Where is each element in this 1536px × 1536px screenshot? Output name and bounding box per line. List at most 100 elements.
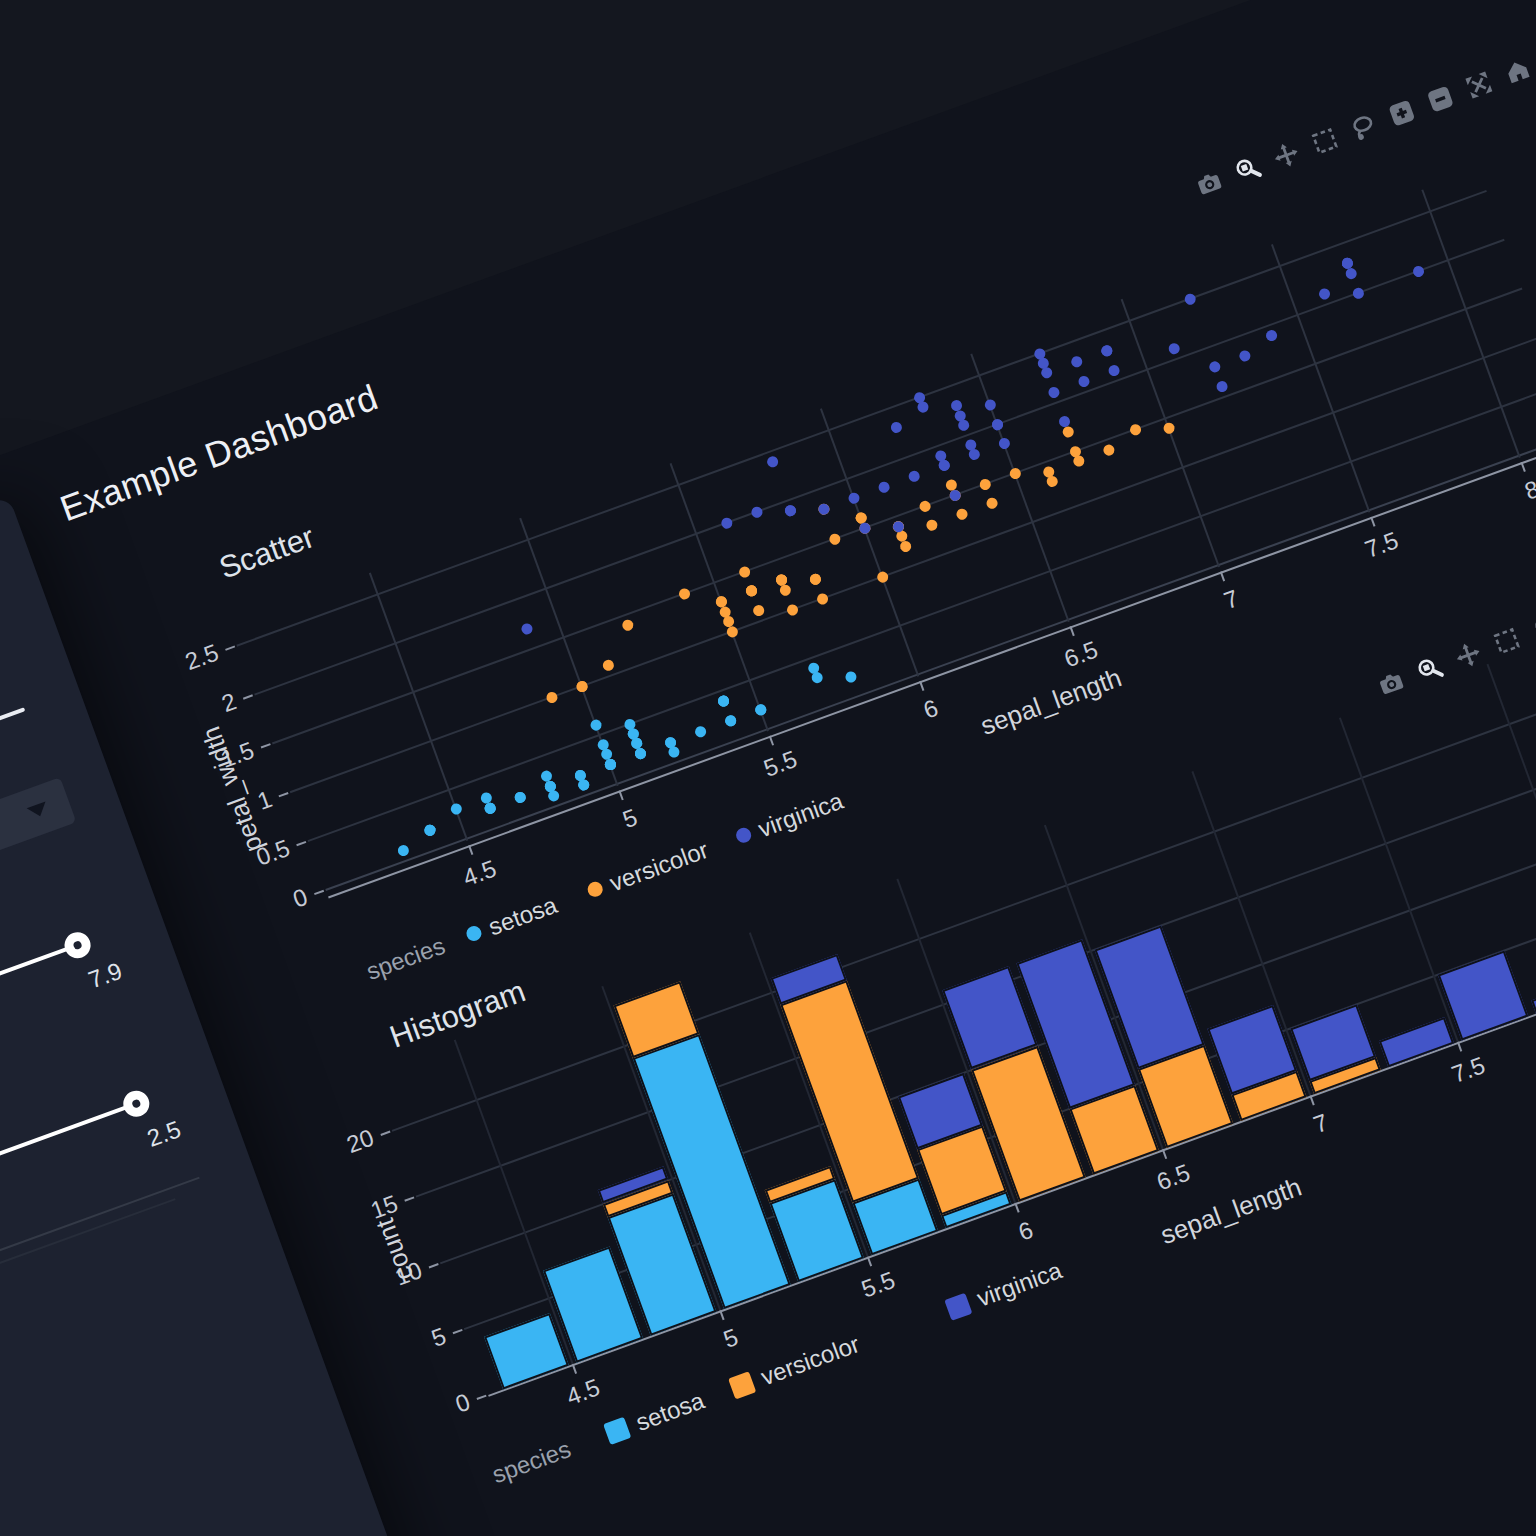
scatter-point-virginica: [1077, 375, 1091, 389]
scatter-point-setosa: [577, 778, 591, 792]
scatter-point-versicolor: [677, 586, 691, 600]
x-tick: [1457, 1042, 1462, 1052]
legend-marker-virginica[interactable]: [734, 826, 753, 845]
autoscale-icon[interactable]: [1462, 68, 1495, 101]
legend-title: species: [363, 932, 449, 986]
scatter-point-versicolor: [955, 508, 969, 522]
sidebar-divider: [0, 1198, 176, 1292]
scatter-point-versicolor: [1128, 422, 1142, 436]
y-tick: [225, 645, 235, 650]
legend-label-virginica[interactable]: virginica: [973, 1256, 1065, 1312]
x-tick-label: 6.5: [1131, 1151, 1216, 1205]
scatter-point-virginica: [1411, 264, 1425, 278]
sidebar-divider: [0, 1177, 200, 1270]
scatter-point-versicolor: [545, 690, 559, 704]
legend-marker-setosa[interactable]: [603, 1417, 631, 1445]
scatter-point-versicolor: [808, 572, 822, 586]
scatter-point-versicolor: [985, 497, 999, 511]
scatter-point-versicolor: [785, 602, 799, 616]
legend-label-versicolor[interactable]: versicolor: [606, 836, 712, 897]
x-tick: [468, 845, 473, 855]
x-tick-label: 5.5: [836, 1258, 921, 1312]
x-tick: [1310, 1095, 1315, 1105]
scatter-modebar: [1193, 54, 1535, 200]
scatter-point-versicolor: [575, 679, 589, 693]
legend-marker-versicolor[interactable]: [728, 1371, 756, 1399]
scatter-point-versicolor: [1102, 443, 1116, 457]
zoom-icon[interactable]: [1231, 153, 1264, 186]
scatter-point-virginica: [1107, 364, 1121, 378]
zoom-in-icon[interactable]: [1385, 96, 1418, 129]
page-title: Example Dashboard: [55, 376, 384, 530]
scatter-point-virginica: [1264, 328, 1278, 342]
dashboard-scene: 7.9 2.5 Example Dashboard Scatter 00.511…: [0, 0, 1536, 1536]
scatter-point-virginica: [983, 398, 997, 412]
legend-marker-versicolor[interactable]: [586, 880, 605, 899]
x-tick-label: 5: [688, 1312, 773, 1366]
scatter-point-setosa: [513, 790, 527, 804]
scatter-point-versicolor: [621, 618, 635, 632]
x-tick-label: 4.5: [541, 1365, 626, 1419]
scatter-point-virginica: [877, 481, 891, 495]
scatter-point-versicolor: [752, 604, 766, 618]
x-tick: [1521, 462, 1526, 472]
bar-segment-versicolor[interactable]: [780, 980, 918, 1202]
filter-dropdown[interactable]: [0, 777, 76, 928]
home-icon[interactable]: [1501, 54, 1534, 87]
legend-marker-setosa[interactable]: [464, 924, 483, 943]
legend-label-setosa[interactable]: setosa: [485, 891, 561, 941]
scatter-point-setosa: [396, 844, 410, 858]
y-tick: [380, 1131, 390, 1136]
scatter-point-virginica: [1238, 349, 1252, 363]
x-tick: [720, 1310, 725, 1320]
x-tick-label: 7: [1189, 573, 1274, 627]
y-tick: [404, 1197, 414, 1202]
gridline-y: [254, 239, 1504, 696]
scatter-point-versicolor: [815, 592, 829, 606]
range-slider-value-2: 2.5: [144, 1115, 185, 1153]
scatter-point-virginica: [1047, 386, 1061, 400]
x-tick-label: 5.5: [738, 737, 823, 791]
scatter-point-virginica: [1167, 342, 1181, 356]
scatter-point-setosa: [754, 703, 768, 717]
range-slider-track-2[interactable]: [0, 1102, 137, 1233]
scatter-point-virginica: [847, 491, 861, 505]
scatter-point-virginica: [907, 470, 921, 484]
x-tick-label: 7.5: [1426, 1043, 1511, 1097]
scatter-point-virginica: [1040, 366, 1054, 380]
legend-marker-virginica[interactable]: [944, 1293, 972, 1321]
legend-label-versicolor[interactable]: versicolor: [757, 1330, 863, 1391]
scatter-point-virginica: [889, 421, 903, 435]
x-tick-label: 5: [588, 792, 673, 846]
legend-label-virginica[interactable]: virginica: [755, 787, 847, 843]
bar-segment-virginica[interactable]: [1531, 976, 1536, 1013]
legend-label-setosa[interactable]: setosa: [632, 1386, 708, 1436]
pan-icon[interactable]: [1270, 139, 1303, 172]
range-slider-handle-1[interactable]: [61, 929, 94, 962]
scatter-point-virginica: [1100, 344, 1114, 358]
y-tick-label: 2.5: [160, 638, 222, 683]
scatter-point-versicolor: [601, 658, 615, 672]
scatter-point-versicolor: [744, 584, 758, 598]
scatter-point-virginica: [765, 455, 779, 469]
zoom-out-icon[interactable]: [1424, 82, 1457, 115]
range-slider-track-1[interactable]: [0, 943, 78, 1074]
range-slider-value-1: 7.9: [85, 957, 126, 995]
x-tick-label: 7: [1279, 1097, 1364, 1151]
lasso-icon[interactable]: [1347, 110, 1380, 143]
scatter-point-virginica: [967, 448, 981, 462]
x-tick-label: 6: [983, 1204, 1068, 1258]
x-tick: [619, 790, 624, 800]
scatter-point-virginica: [1215, 380, 1229, 394]
bar-segment-virginica[interactable]: [1379, 1017, 1455, 1068]
box-select-icon[interactable]: [1308, 124, 1341, 157]
scatter-point-virginica: [997, 437, 1011, 451]
chevron-down-icon: [27, 802, 50, 820]
gridline-y: [272, 288, 1522, 745]
scatter-point-virginica: [1183, 292, 1197, 306]
camera-icon[interactable]: [1193, 167, 1226, 200]
lasso-icon[interactable]: [1529, 610, 1536, 643]
range-slider-handle-2[interactable]: [120, 1087, 153, 1120]
slider-track-partial[interactable]: [0, 707, 25, 787]
scatter-point-setosa: [723, 713, 737, 727]
